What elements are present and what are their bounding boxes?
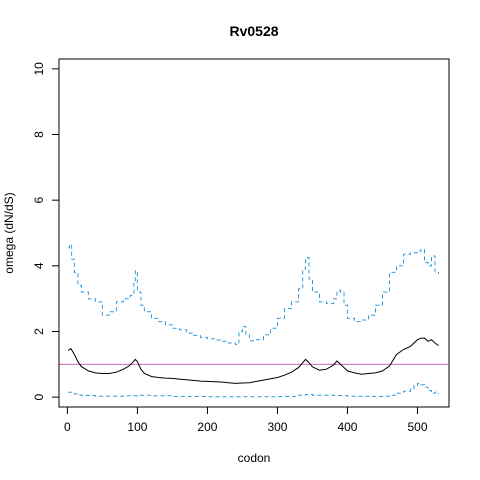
x-tick-label: 0 — [64, 420, 71, 434]
y-tick-label: 4 — [32, 262, 46, 269]
x-axis-label: codon — [238, 451, 271, 465]
y-axis-label: omega (dN/dS) — [2, 192, 16, 273]
series-line-lower — [68, 382, 439, 398]
y-tick-label: 2 — [32, 328, 46, 335]
series-line-mean — [67, 337, 439, 384]
y-tick-label: 6 — [32, 197, 46, 204]
x-tick-label: 500 — [407, 420, 427, 434]
y-axis: 0 2 4 6 8 10 — [32, 62, 60, 400]
x-tick-label: 400 — [337, 420, 357, 434]
y-tick-label: 8 — [32, 131, 46, 138]
y-tick-label: 0 — [32, 393, 46, 400]
x-axis: 0 100 200 300 400 500 — [64, 406, 428, 434]
x-tick-label: 100 — [127, 420, 147, 434]
series-layer — [59, 244, 449, 398]
series-line-upper — [68, 244, 439, 346]
chart-title: Rv0528 — [229, 23, 278, 39]
x-tick-label: 200 — [197, 420, 217, 434]
y-tick-label: 10 — [32, 62, 46, 76]
plot-frame — [58, 58, 450, 408]
x-tick-label: 300 — [267, 420, 287, 434]
